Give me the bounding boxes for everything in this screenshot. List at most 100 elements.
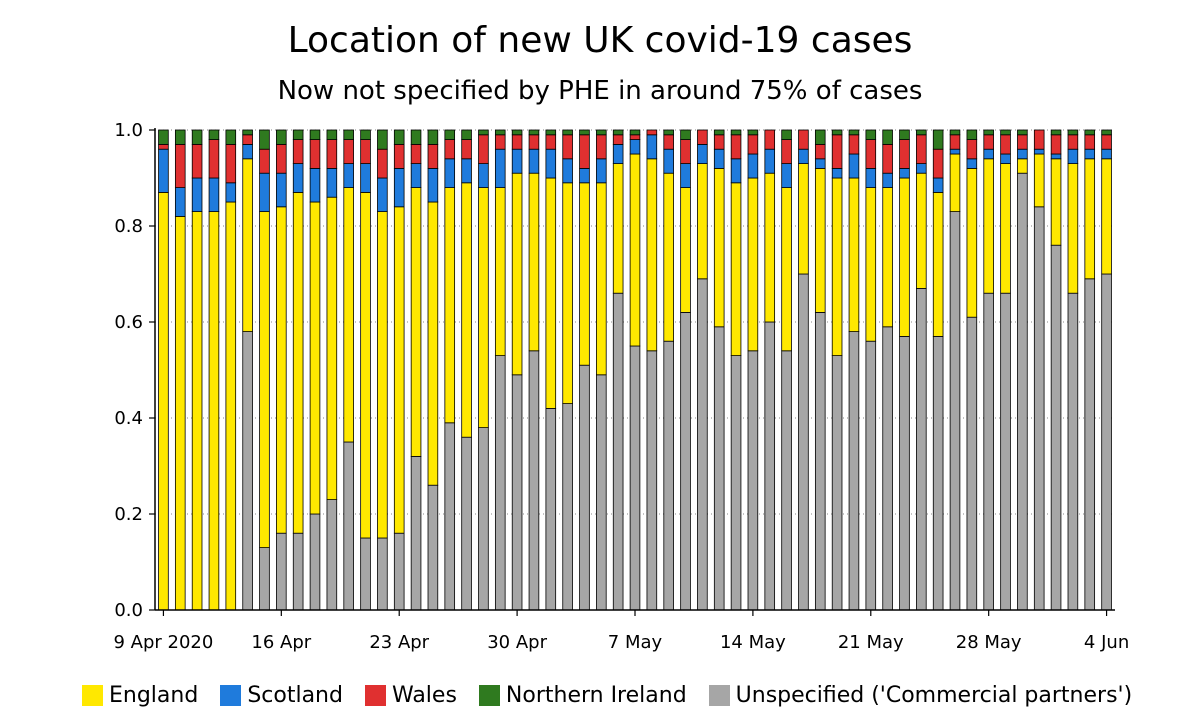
bar-segment-scotland bbox=[158, 148, 169, 193]
bar-segment-scotland bbox=[309, 167, 321, 203]
bar-segment-england bbox=[309, 201, 321, 515]
bar-segment-england bbox=[730, 182, 742, 357]
bar-segment-northern-ireland bbox=[326, 129, 338, 141]
bar-segment-northern-ireland bbox=[747, 129, 759, 136]
bar-segment-england bbox=[697, 163, 708, 280]
bar-segment-wales bbox=[191, 143, 203, 179]
bar-segment-unspecified bbox=[1101, 273, 1112, 611]
bar-segment-wales bbox=[646, 129, 658, 136]
bar-segment-scotland bbox=[461, 158, 472, 184]
bar-stack bbox=[663, 129, 674, 611]
bar-stack bbox=[444, 129, 456, 611]
bar-segment-unspecified bbox=[882, 326, 893, 611]
bar-segment-unspecified bbox=[730, 355, 742, 611]
bar-segment-wales bbox=[158, 143, 169, 150]
bar-segment-wales bbox=[461, 139, 472, 160]
bar-segment-northern-ireland bbox=[427, 129, 439, 145]
bar-segment-england bbox=[562, 182, 573, 405]
bar-segment-unspecified bbox=[292, 532, 304, 611]
y-tick-label: 0.6 bbox=[114, 312, 143, 333]
bar-segment-england bbox=[865, 187, 877, 342]
bar-stack bbox=[899, 129, 910, 611]
bar-segment-scotland bbox=[764, 148, 776, 174]
bar-segment-northern-ireland bbox=[444, 129, 456, 141]
bar-segment-england bbox=[1033, 153, 1045, 208]
legend-swatch-unspecified bbox=[708, 684, 730, 706]
bar-segment-england bbox=[191, 211, 203, 611]
bar-segment-wales bbox=[848, 134, 860, 155]
bar-segment-wales bbox=[629, 134, 641, 141]
bar-segment-unspecified bbox=[1000, 292, 1011, 611]
bar-segment-england bbox=[478, 187, 489, 429]
bar-segment-unspecified bbox=[1050, 244, 1062, 611]
bar-stack bbox=[1101, 129, 1112, 611]
bar-segment-unspecified bbox=[764, 321, 776, 611]
bar-segment-england bbox=[242, 158, 253, 333]
bar-segment-northern-ireland bbox=[191, 129, 203, 145]
y-tick-label: 1.0 bbox=[114, 120, 143, 141]
bar-segment-northern-ireland bbox=[158, 129, 169, 145]
bar-segment-scotland bbox=[697, 143, 708, 164]
bar-stack bbox=[831, 129, 843, 611]
bar-segment-england bbox=[461, 182, 472, 438]
bar-segment-northern-ireland bbox=[730, 129, 742, 136]
bar-stack bbox=[579, 129, 590, 611]
bar-segment-wales bbox=[814, 143, 826, 160]
bar-segment-northern-ireland bbox=[882, 129, 893, 145]
bar-stack bbox=[798, 129, 809, 611]
bar-segment-england bbox=[393, 206, 405, 534]
bar-stack bbox=[848, 129, 860, 611]
bar-segment-unspecified bbox=[814, 311, 826, 611]
bar-segment-northern-ireland bbox=[1067, 129, 1079, 136]
bar-segment-northern-ireland bbox=[494, 129, 506, 136]
bar-segment-england bbox=[966, 167, 978, 318]
bar-segment-unspecified bbox=[410, 455, 422, 611]
bar-segment-wales bbox=[427, 143, 439, 169]
bar-stack bbox=[191, 129, 203, 611]
bar-stack bbox=[292, 129, 304, 611]
bar-segment-unspecified bbox=[932, 335, 944, 611]
bar-segment-england bbox=[1101, 158, 1112, 275]
bar-segment-scotland bbox=[646, 134, 658, 160]
y-tick-label: 0.8 bbox=[114, 216, 143, 237]
bar-stack bbox=[1017, 129, 1028, 611]
bar-segment-scotland bbox=[747, 153, 759, 179]
bar-segment-wales bbox=[1017, 134, 1028, 150]
bar-segment-scotland bbox=[899, 167, 910, 179]
x-tick-label: 4 Jun bbox=[1084, 632, 1129, 653]
bar-segment-scotland bbox=[1033, 148, 1045, 155]
bar-segment-england bbox=[1067, 163, 1079, 294]
bar-stack bbox=[882, 129, 893, 611]
bar-segment-northern-ireland bbox=[1050, 129, 1062, 136]
bar-segment-england bbox=[579, 182, 590, 366]
bar-segment-unspecified bbox=[646, 350, 658, 611]
bar-segment-northern-ireland bbox=[848, 129, 860, 136]
bar-segment-scotland bbox=[1017, 148, 1028, 160]
bar-stack bbox=[983, 129, 994, 611]
bar-segment-unspecified bbox=[983, 292, 994, 611]
bar-segment-unspecified bbox=[343, 441, 354, 611]
bar-segment-wales bbox=[764, 129, 776, 150]
bar-segment-england bbox=[646, 158, 658, 352]
bar-segment-unspecified bbox=[1033, 206, 1045, 611]
bar-segment-northern-ireland bbox=[360, 129, 371, 141]
bar-segment-wales bbox=[1033, 129, 1045, 150]
bar-segment-northern-ireland bbox=[276, 129, 287, 145]
bar-segment-wales bbox=[831, 134, 843, 169]
bar-segment-wales bbox=[713, 134, 725, 150]
bar-segment-scotland bbox=[393, 167, 405, 208]
stacked-bar-chart: 0.0 0.2 0.4 0.6 0.8 1.0 9 Apr 2020 16 Apr 23 Ap… bbox=[113, 120, 1129, 653]
bar-segment-unspecified bbox=[309, 513, 321, 611]
bar-segment-england bbox=[174, 215, 186, 611]
bar-segment-northern-ireland bbox=[831, 129, 843, 136]
bar-segment-wales bbox=[494, 134, 506, 150]
bar-stack bbox=[932, 129, 944, 611]
bar-segment-wales bbox=[882, 143, 893, 174]
bar-stack bbox=[781, 129, 792, 611]
chart-subtitle: Now not specified by PHE in around 75% o… bbox=[277, 76, 923, 106]
bar-segment-northern-ireland bbox=[225, 129, 237, 145]
bar-segment-wales bbox=[781, 139, 792, 165]
bar-segment-wales bbox=[596, 134, 607, 160]
bar-segment-northern-ireland bbox=[545, 129, 557, 136]
bar-segment-scotland bbox=[1101, 148, 1112, 160]
